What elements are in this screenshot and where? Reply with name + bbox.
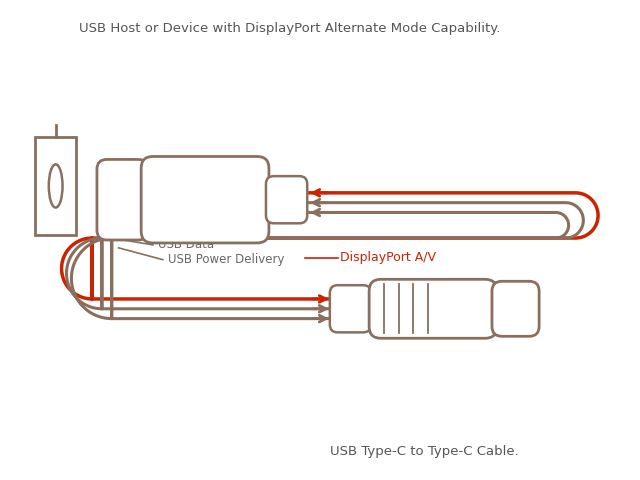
Text: USB Type-C to Type-C Cable.: USB Type-C to Type-C Cable. <box>330 445 518 458</box>
Ellipse shape <box>49 164 63 207</box>
FancyBboxPatch shape <box>492 281 539 336</box>
FancyBboxPatch shape <box>141 156 269 243</box>
FancyBboxPatch shape <box>266 176 307 223</box>
Text: DisplayPort A/V: DisplayPort A/V <box>340 251 436 264</box>
Text: USB Data: USB Data <box>158 239 214 252</box>
Text: USB Host or Device with DisplayPort Alternate Mode Capability.: USB Host or Device with DisplayPort Alte… <box>79 22 500 35</box>
Text: USB Power Delivery: USB Power Delivery <box>168 253 284 266</box>
FancyBboxPatch shape <box>330 285 371 332</box>
Bar <box>35 137 76 235</box>
FancyBboxPatch shape <box>369 279 497 338</box>
FancyBboxPatch shape <box>97 159 148 240</box>
